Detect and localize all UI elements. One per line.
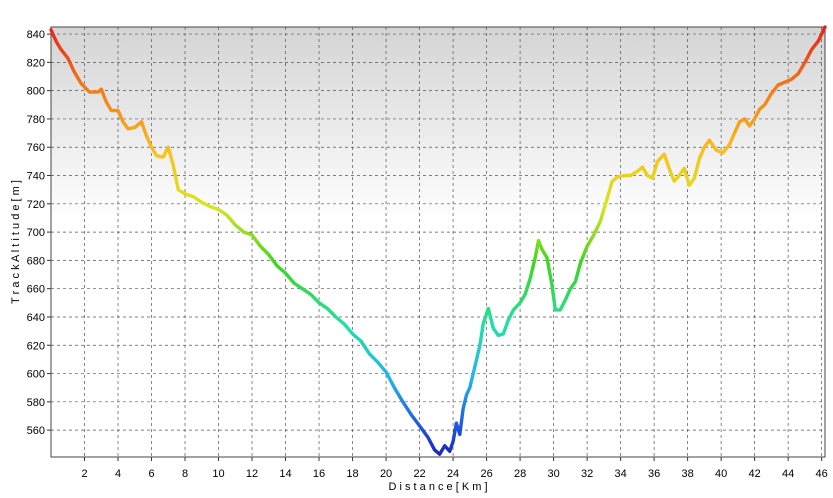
x-tick-label: 22 (413, 468, 425, 480)
x-tick-label: 34 (614, 468, 626, 480)
x-tick-label: 26 (480, 468, 492, 480)
x-axis-label: D i s t a n c e [ K m ] (388, 481, 487, 493)
x-tick-label: 42 (749, 468, 761, 480)
x-tick-label: 30 (547, 468, 559, 480)
y-tick-label: 580 (27, 397, 45, 409)
x-tick-label: 20 (380, 468, 392, 480)
y-tick-label: 620 (27, 340, 45, 352)
x-tick-label: 14 (279, 468, 291, 480)
y-tick-label: 740 (27, 171, 45, 183)
y-tick-label: 760 (27, 142, 45, 154)
x-tick-label: 44 (782, 468, 794, 480)
y-tick-label: 820 (27, 57, 45, 69)
altitude-series-line-0 (49, 25, 827, 456)
x-tick-label: 6 (148, 468, 154, 480)
x-tick-label: 28 (514, 468, 526, 480)
y-tick-label: 720 (27, 199, 45, 211)
x-tick-label: 24 (447, 468, 459, 480)
y-tick-label: 660 (27, 284, 45, 296)
x-tick-label: 46 (816, 468, 828, 480)
x-tick-label: 40 (715, 468, 727, 480)
x-tick-label: 18 (346, 468, 358, 480)
x-tick-label: 4 (115, 468, 121, 480)
x-tick-label: 36 (648, 468, 660, 480)
y-tick-label: 600 (27, 369, 45, 381)
y-tick-label: 560 (27, 425, 45, 437)
x-tick-label: 38 (681, 468, 693, 480)
y-tick-label: 680 (27, 255, 45, 267)
x-tick-label: 16 (313, 468, 325, 480)
x-tick-label: 8 (182, 468, 188, 480)
plot-frame (50, 26, 826, 458)
x-tick-label: 10 (212, 468, 224, 480)
x-tick-label: 12 (246, 468, 258, 480)
y-tick-label: 780 (27, 114, 45, 126)
y-axis-label: T r a c k A l t i t u d e [ m ] (10, 180, 22, 304)
y-tick-label: 840 (27, 29, 45, 41)
y-tick-label: 640 (27, 312, 45, 324)
x-tick-label: 32 (581, 468, 593, 480)
plot-background (51, 27, 825, 457)
x-tick-label: 2 (81, 468, 87, 480)
y-tick-label: 800 (27, 86, 45, 98)
y-tick-label: 700 (27, 227, 45, 239)
